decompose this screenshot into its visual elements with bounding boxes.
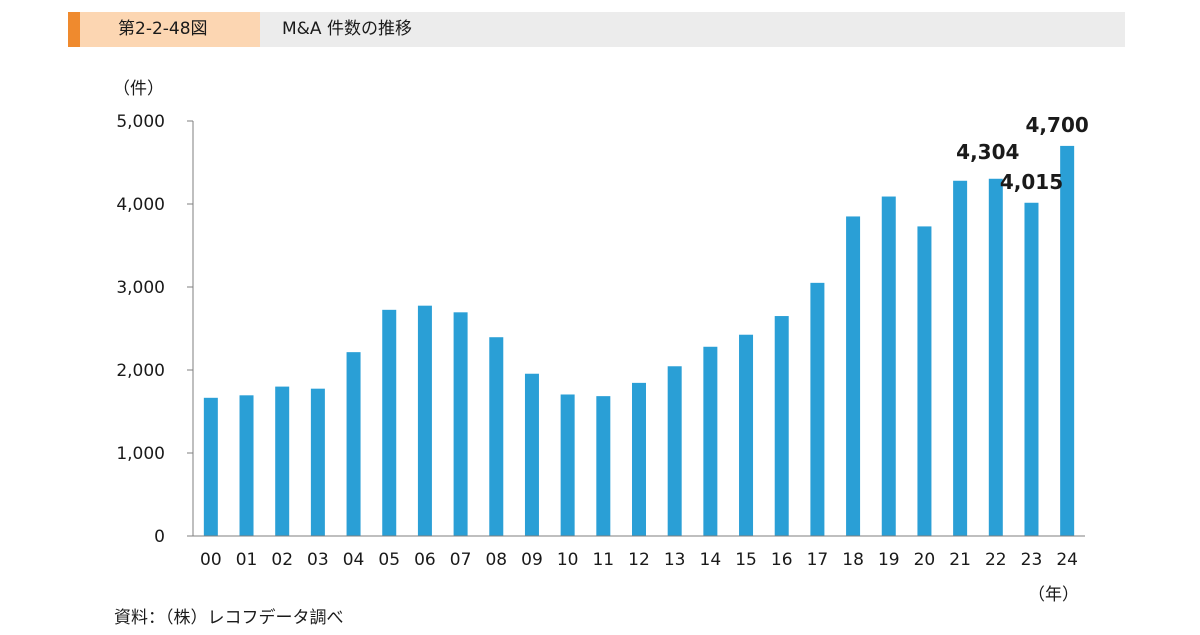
bar [1060,145,1075,536]
bar [917,226,932,536]
bar [560,394,575,536]
bar [417,305,432,536]
x-tick-label: 13 [664,550,686,570]
x-tick-label: 15 [735,550,757,570]
y-axis-unit-label: （件） [113,79,164,99]
x-tick-label: 12 [628,550,650,570]
x-tick-label: 20 [914,550,936,570]
y-axis-ticks: 0 1,000 2,000 3,000 4,000 5,000 [116,112,193,547]
y-tick-label: 4,000 [116,195,165,215]
x-axis-unit-label: （年） [1028,585,1079,605]
x-tick-label: 19 [878,550,900,570]
bar [667,366,682,536]
x-tick-label: 07 [450,550,472,570]
bar [739,334,754,536]
x-tick-label: 03 [307,550,329,570]
bar [774,316,789,536]
bar [810,282,825,536]
x-tick-label: 11 [592,550,614,570]
data-label: 4,304 [956,140,1019,164]
x-tick-label: 10 [557,550,579,570]
bar [1024,202,1039,536]
x-tick-label: 00 [200,550,222,570]
y-tick-label: 2,000 [116,361,165,381]
data-label: 4,700 [1026,113,1089,137]
figure-number-box [80,12,260,47]
source-note: 資料：（株）レコフデータ調べ [114,608,344,628]
x-tick-label: 21 [949,550,971,570]
y-tick-label: 0 [154,527,165,547]
bar [275,386,290,536]
data-labels: 4,304 4,015 4,700 [956,113,1089,194]
chart-title: M&A 件数の推移 [282,19,412,39]
x-tick-label: 16 [771,550,793,570]
bar-series [203,145,1075,536]
x-tick-label: 06 [414,550,436,570]
bar [346,352,361,536]
bar [524,373,539,536]
bar [382,309,397,536]
x-tick-label: 17 [807,550,829,570]
data-label: 4,015 [1000,170,1063,194]
x-tick-label: 08 [485,550,507,570]
figure-number: 第2-2-48図 [118,19,208,39]
x-tick-label: 14 [700,550,722,570]
figure-header: 第2-2-48図 M&A 件数の推移 [68,12,1125,47]
bar [953,180,968,536]
bar [239,395,254,536]
y-tick-label: 1,000 [116,444,165,464]
x-axis-ticks: 00 01 02 03 04 05 06 07 08 09 10 11 12 13 14 15 16 17 18 19… [200,550,1078,570]
x-tick-label: 22 [985,550,1007,570]
y-tick-label: 3,000 [116,278,165,298]
bar [881,196,896,536]
x-tick-label: 09 [521,550,543,570]
x-tick-label: 01 [236,550,258,570]
x-tick-label: 02 [271,550,293,570]
bar [453,312,468,536]
x-tick-label: 04 [343,550,365,570]
axes [192,121,1085,537]
x-tick-label: 24 [1056,550,1078,570]
bar [310,388,325,536]
bar [703,346,718,536]
y-tick-label: 5,000 [116,112,165,132]
bar [489,337,504,536]
x-tick-label: 18 [842,550,864,570]
header-accent [68,12,80,47]
bar [846,216,861,536]
bar [632,382,646,536]
bar [203,397,218,536]
x-tick-label: 23 [1021,550,1043,570]
bar [596,396,611,536]
bar [988,178,1003,536]
x-tick-label: 05 [378,550,400,570]
